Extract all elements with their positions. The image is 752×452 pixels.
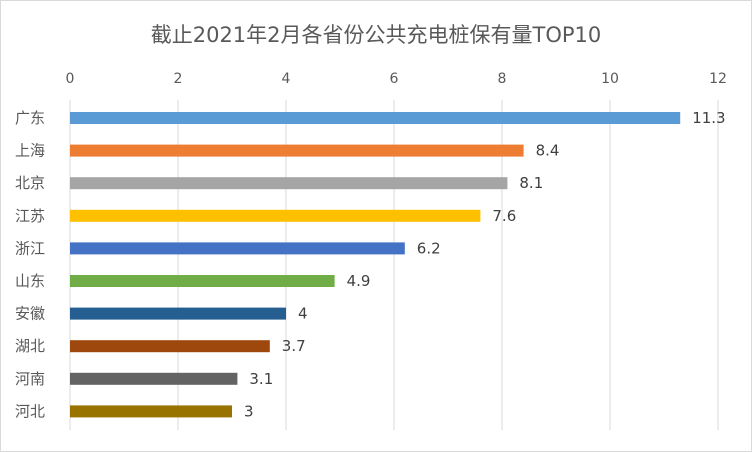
bar-4 xyxy=(70,242,405,255)
category-label-5: 山东 xyxy=(15,272,45,290)
data-label-0: 11.3 xyxy=(692,109,725,127)
data-label-6: 4 xyxy=(298,305,308,323)
category-label-6: 安徽 xyxy=(15,305,45,323)
x-tick-label-1: 2 xyxy=(174,71,183,87)
data-label-3: 7.6 xyxy=(492,207,516,225)
category-label-3: 江苏 xyxy=(15,207,45,225)
bar-7 xyxy=(70,340,270,353)
x-tick-label-0: 0 xyxy=(66,71,75,87)
bar-3 xyxy=(70,209,481,222)
data-label-5: 4.9 xyxy=(347,272,371,290)
data-label-2: 8.1 xyxy=(519,174,543,192)
data-label-9: 3 xyxy=(244,402,254,420)
data-label-7: 3.7 xyxy=(282,337,306,355)
category-label-0: 广东 xyxy=(15,109,45,127)
x-tick-label-3: 6 xyxy=(390,71,399,87)
data-label-4: 6.2 xyxy=(417,239,441,257)
x-tick-label-5: 10 xyxy=(601,71,619,87)
chart-title: 截止2021年2月各省份公共充电桩保有量TOP10 xyxy=(150,23,602,47)
bar-6 xyxy=(70,307,286,320)
category-label-7: 湖北 xyxy=(15,337,45,355)
data-label-1: 8.4 xyxy=(536,142,560,160)
x-tick-label-4: 8 xyxy=(498,71,507,87)
category-label-1: 上海 xyxy=(15,142,45,160)
bar-2 xyxy=(70,177,508,190)
category-label-9: 河北 xyxy=(15,402,45,420)
bar-0 xyxy=(70,112,681,124)
category-label-4: 浙江 xyxy=(15,239,45,257)
bar-1 xyxy=(70,144,524,157)
x-tick-label-6: 12 xyxy=(709,71,727,87)
bar-5 xyxy=(70,275,335,287)
x-tick-label-2: 4 xyxy=(282,71,291,87)
bar-9 xyxy=(70,405,232,418)
data-label-8: 3.1 xyxy=(249,370,273,388)
category-label-2: 北京 xyxy=(15,174,45,192)
category-label-8: 河南 xyxy=(15,370,45,388)
bar-8 xyxy=(70,372,238,385)
